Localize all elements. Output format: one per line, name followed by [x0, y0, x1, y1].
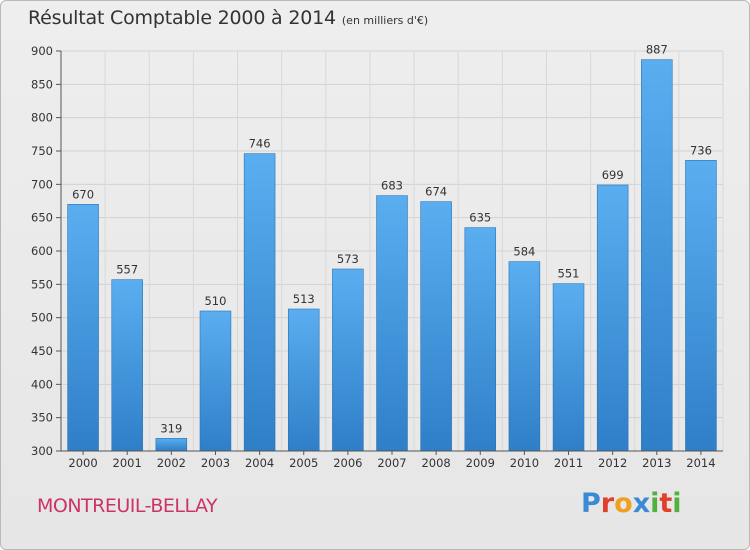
data-label: 513 — [293, 292, 315, 306]
x-tick-label: 2014 — [686, 456, 715, 470]
y-tick-label: 550 — [31, 277, 53, 291]
x-tick-label: 2006 — [333, 456, 362, 470]
y-tick-label: 500 — [31, 311, 53, 325]
data-label: 319 — [160, 421, 182, 435]
bar — [552, 283, 585, 452]
data-label: 746 — [249, 137, 271, 151]
y-tick-label: 400 — [31, 377, 53, 391]
bar — [287, 308, 320, 452]
bar — [596, 184, 629, 452]
x-tick-label: 2012 — [598, 456, 627, 470]
data-label: 699 — [602, 168, 624, 182]
data-label: 683 — [381, 179, 403, 193]
bars: 670 557 319 510 746 513 573 683 674 635 584 551 699 8… — [67, 43, 717, 452]
y-tick-label: 450 — [31, 344, 53, 358]
y-tick-label: 700 — [31, 177, 53, 191]
axes: 300 350 400 450 500 550 600 650 700 750 800 850 900 2… — [31, 44, 723, 470]
data-label: 510 — [204, 294, 226, 308]
commune-name: MONTREUIL-BELLAY — [37, 495, 218, 517]
y-tick-label: 650 — [31, 211, 53, 225]
data-label: 551 — [558, 267, 580, 281]
bar — [420, 201, 452, 452]
bar — [332, 268, 364, 452]
x-tick-label: 2004 — [245, 456, 274, 470]
bar — [508, 261, 541, 452]
x-tick-label: 2007 — [377, 456, 406, 470]
data-label: 670 — [72, 187, 94, 201]
x-tick-label: 2013 — [642, 456, 671, 470]
brand-letter: i — [650, 488, 660, 519]
brand-logo: Proxiti — [581, 488, 682, 519]
bar — [243, 153, 276, 452]
data-label: 736 — [690, 143, 712, 157]
brand-letter: i — [672, 488, 682, 519]
brand-letter: P — [581, 488, 601, 519]
title-block: Résultat Comptable 2000 à 2014 (en millie… — [28, 7, 428, 29]
chart-subtitle: (en milliers d'€) — [341, 14, 429, 27]
y-tick-label: 350 — [31, 411, 53, 425]
bar — [685, 160, 717, 452]
y-tick-label: 900 — [31, 44, 53, 58]
brand-letter: x — [632, 488, 651, 519]
x-tick-label: 2009 — [466, 456, 495, 470]
bar — [464, 227, 497, 452]
bar — [67, 204, 99, 452]
brand-letter: o — [614, 488, 633, 519]
bar — [376, 195, 408, 452]
x-tick-label: 2003 — [201, 456, 230, 470]
x-tick-label: 2008 — [421, 456, 450, 470]
brand-letter: t — [659, 488, 673, 519]
y-tick-label: 300 — [31, 444, 53, 458]
bar — [199, 310, 232, 452]
bar — [155, 438, 188, 452]
data-label: 557 — [116, 263, 138, 277]
data-label: 887 — [646, 43, 668, 57]
y-tick-label: 800 — [31, 111, 53, 125]
data-label: 674 — [425, 185, 447, 199]
y-tick-label: 850 — [31, 77, 53, 91]
x-tick-label: 2000 — [68, 456, 97, 470]
data-label: 584 — [513, 245, 535, 259]
x-tick-label: 2002 — [157, 456, 186, 470]
x-tick-label: 2001 — [113, 456, 142, 470]
x-tick-label: 2011 — [554, 456, 583, 470]
bar — [641, 59, 673, 452]
data-label: 573 — [337, 252, 359, 266]
bar — [111, 279, 143, 452]
data-label: 635 — [469, 211, 491, 225]
x-tick-label: 2010 — [510, 456, 539, 470]
y-tick-label: 600 — [31, 244, 53, 258]
brand-letter: r — [600, 488, 615, 519]
chart-title: Résultat Comptable 2000 à 2014 — [28, 7, 336, 29]
x-tick-label: 2005 — [289, 456, 318, 470]
y-tick-label: 750 — [31, 144, 53, 158]
